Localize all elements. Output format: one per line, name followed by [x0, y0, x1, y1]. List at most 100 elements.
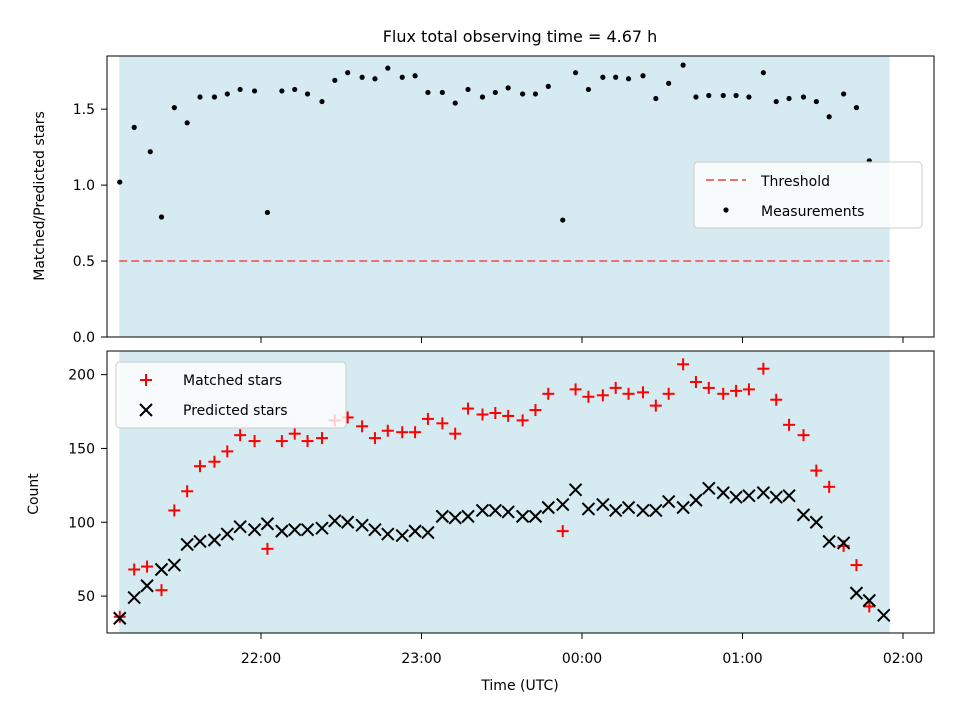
count-panel: 50 100 150 200 22:00 23:00 00:00 01:00 02:00 Co… — [26, 350, 935, 694]
predicted-legend-label: Predicted stars — [183, 403, 288, 419]
predicted-star-point — [621, 500, 636, 515]
matched-star-point — [810, 464, 823, 477]
predicted-star-point — [275, 524, 289, 538]
measurement-points — [117, 62, 872, 223]
matched-star-point — [208, 455, 221, 468]
predicted-star-point — [742, 488, 756, 503]
matched-legend-label: Matched stars — [183, 373, 282, 389]
ratio-panel: 0.0 0.5 1.0 1.5 Matched/Predicted stars Thr… — [32, 55, 935, 346]
measurement-point — [760, 70, 766, 76]
measurement-point — [251, 88, 258, 94]
predicted-star-point — [127, 590, 141, 605]
predicted-star-point — [408, 524, 422, 538]
predicted-star-point — [528, 509, 543, 524]
matched-star-point — [717, 387, 730, 400]
measurement-point — [304, 91, 311, 97]
predicted-star-point — [355, 518, 369, 532]
predicted-star-point — [475, 503, 490, 518]
matched-star-point — [155, 584, 168, 597]
measurement-point — [600, 74, 606, 80]
predicted-star-point — [689, 493, 703, 507]
predicted-star-point — [676, 500, 690, 515]
predicted-star-point — [340, 515, 355, 529]
x-tick-label: 00:00 — [562, 651, 602, 667]
predicted-star-point — [113, 611, 127, 625]
y-tick-label: 100 — [68, 515, 95, 531]
measurement-point — [131, 124, 137, 130]
measurement-point — [640, 73, 646, 79]
matched-star-point — [356, 420, 369, 433]
predicted-star-point — [193, 534, 207, 549]
count-plot-frame — [106, 350, 935, 634]
measurement-point — [147, 149, 153, 155]
measurement-point — [853, 105, 860, 111]
measurement-point — [706, 92, 712, 99]
matched-star-point — [288, 427, 301, 440]
predicted-star-point — [368, 522, 382, 537]
count-y-axis-label: Count — [26, 473, 42, 515]
threshold-legend-label: Threshold — [760, 174, 830, 190]
measurement-point — [532, 91, 539, 97]
matched-star-point — [677, 358, 690, 371]
predicted-star-point — [809, 515, 824, 529]
measurement-point — [545, 83, 551, 89]
matched-star-point — [689, 376, 702, 389]
matched-star-point — [476, 408, 489, 421]
matched-star-point — [649, 399, 662, 412]
measurement-point — [279, 88, 285, 94]
ratio-y-axis-label: Matched/Predicted stars — [32, 111, 48, 281]
predicted-star-point — [836, 536, 851, 550]
measurement-point — [585, 86, 592, 93]
predicted-star-point — [862, 593, 877, 608]
predicted-star-point — [381, 527, 395, 541]
measurement-point — [773, 98, 779, 105]
predicted-star-point — [877, 608, 891, 622]
y-tick-label: 150 — [68, 441, 95, 457]
measurement-point — [425, 89, 431, 96]
predicted-star-point — [716, 486, 730, 500]
predicted-star-point — [596, 497, 610, 512]
matched-star-point — [113, 610, 126, 623]
measurement-point — [184, 120, 190, 126]
predicted-star-point — [849, 586, 864, 600]
predicted-star-point — [769, 490, 783, 504]
predicted-star-point — [233, 519, 247, 534]
y-tick-label: 1.0 — [73, 178, 95, 194]
predicted-star-point — [328, 514, 342, 528]
measurement-point — [813, 98, 819, 105]
predicted-star-point — [702, 481, 716, 496]
measurements-legend-swatch — [723, 207, 729, 213]
predicted-star-point — [556, 497, 570, 512]
predicted-star-point — [729, 490, 743, 504]
matched-star-point — [569, 383, 582, 396]
measurement-point — [452, 100, 458, 106]
matched-star-point — [128, 563, 141, 576]
matched-star-point — [596, 389, 609, 402]
predicted-legend-swatch — [139, 403, 153, 417]
measurement-point — [399, 74, 405, 80]
measurement-point — [572, 70, 579, 76]
ratio-legend: Threshold Measurements — [693, 161, 923, 229]
predicted-star-point — [421, 525, 435, 540]
matched-star-point — [622, 387, 635, 400]
measurement-point — [319, 98, 325, 105]
matched-star-point — [436, 417, 449, 430]
x-axis-label: Time (UTC) — [480, 678, 558, 694]
measurement-point — [786, 95, 792, 102]
predicted-star-point — [568, 483, 583, 497]
matched-star-point — [863, 600, 876, 613]
chart-title: Flux total observing time = 4.67 h — [383, 27, 658, 46]
measurement-point — [492, 89, 498, 96]
matched-star-point — [168, 504, 181, 517]
predicted-star-point — [247, 522, 262, 537]
matched-star-point — [234, 429, 247, 442]
x-tick-label: 22:00 — [241, 651, 281, 667]
predicted-star-point — [541, 500, 556, 515]
measurement-point — [439, 89, 445, 96]
measurement-point — [800, 94, 807, 100]
matched-star-point — [462, 402, 475, 415]
matched-star-point — [141, 560, 154, 573]
count-legend: Matched stars Predicted stars — [115, 361, 347, 429]
predicted-star-point — [756, 486, 771, 500]
